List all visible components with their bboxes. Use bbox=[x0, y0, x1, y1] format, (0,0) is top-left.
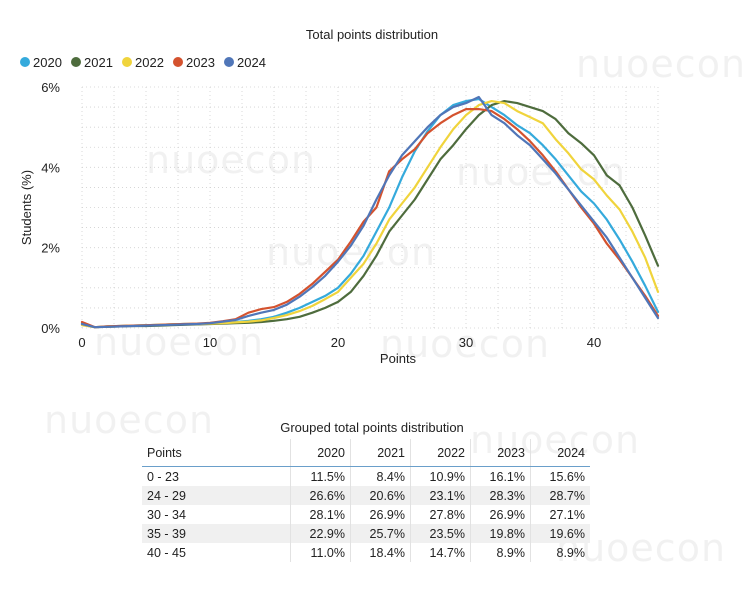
table-cell: 23.1% bbox=[410, 486, 471, 505]
x-tick-label: 30 bbox=[459, 335, 473, 350]
y-tick-label: 2% bbox=[41, 241, 60, 256]
column-header-2024: 2024 bbox=[530, 439, 590, 467]
table-cell: 18.4% bbox=[350, 543, 411, 562]
column-header-2022: 2022 bbox=[410, 439, 471, 467]
x-tick-label: 0 bbox=[78, 335, 85, 350]
legend-label: 2022 bbox=[135, 55, 164, 70]
table-cell: 14.7% bbox=[410, 543, 471, 562]
table-cell: 19.6% bbox=[549, 526, 585, 541]
legend-swatch bbox=[71, 57, 81, 67]
chart-canvas: Total points distribution 0% 2% 4% 6% 0 10 20 30… bbox=[19, 27, 660, 366]
x-tick-label: 40 bbox=[587, 335, 601, 350]
table-row: 30 - 34 28.1% 26.9% 27.8% 26.9% 27.1% bbox=[142, 505, 590, 524]
column-header-2021: 2021 bbox=[350, 439, 411, 467]
legend-swatch bbox=[173, 57, 183, 67]
line-chart: Total points distribution 0% 2% 4% 6% 0 10 20 30… bbox=[19, 27, 660, 366]
legend-swatch bbox=[224, 57, 234, 67]
column-header-2020: 2020 bbox=[290, 439, 351, 467]
y-tick-label: 4% bbox=[41, 160, 60, 175]
legend-label: 2020 bbox=[33, 55, 62, 70]
legend-label: 2023 bbox=[186, 55, 215, 70]
table-header-row: Points 2020 2021 2022 2023 2024 bbox=[142, 439, 590, 467]
table-cell: 11.0% bbox=[290, 543, 351, 562]
x-tick-label: 20 bbox=[331, 335, 345, 350]
table-cell: 10.9% bbox=[410, 466, 471, 486]
table-cell: 15.6% bbox=[549, 469, 585, 484]
table-row: 24 - 29 26.6% 20.6% 23.1% 28.3% 28.7% bbox=[142, 486, 590, 505]
table-cell: 24 - 29 bbox=[142, 486, 291, 505]
column-header-points: Points bbox=[142, 439, 291, 467]
series-line bbox=[80, 107, 660, 329]
legend-swatch bbox=[122, 57, 132, 67]
table-cell: 8.9% bbox=[470, 543, 531, 562]
y-tick-label: 0% bbox=[41, 321, 60, 336]
x-axis-label: Points bbox=[380, 351, 417, 366]
table-cell: 35 - 39 bbox=[142, 524, 291, 543]
table-cell: 26.9% bbox=[350, 505, 411, 524]
column-header-2023: 2023 bbox=[470, 439, 531, 467]
table-cell: 28.3% bbox=[470, 486, 531, 505]
table-cell: 28.1% bbox=[290, 505, 351, 524]
table-cell: 30 - 34 bbox=[142, 505, 291, 524]
series-line bbox=[80, 95, 660, 329]
table-cell: 25.7% bbox=[350, 524, 411, 543]
table-row: 0 - 23 11.5% 8.4% 10.9% 16.1% 15.6% bbox=[142, 466, 590, 486]
y-axis-label: Students (%) bbox=[19, 170, 34, 245]
chart-title: Total points distribution bbox=[306, 27, 438, 42]
table-cell: 19.8% bbox=[470, 524, 531, 543]
legend-label: 2024 bbox=[237, 55, 266, 70]
table-cell: 26.9% bbox=[470, 505, 531, 524]
table-cell: 23.5% bbox=[410, 524, 471, 543]
y-tick-label: 6% bbox=[41, 80, 60, 95]
table-cell: 20.6% bbox=[350, 486, 411, 505]
table-title: Grouped total points distribution bbox=[280, 420, 464, 435]
table-row: 40 - 45 11.0% 18.4% 14.7% 8.9% 8.9% bbox=[142, 543, 590, 562]
x-tick-label: 10 bbox=[203, 335, 217, 350]
table-cell: 40 - 45 bbox=[142, 543, 291, 562]
legend-swatch bbox=[20, 57, 30, 67]
table-cell: 0 - 23 bbox=[142, 466, 291, 486]
table-cell: 22.9% bbox=[290, 524, 351, 543]
table-cell: 16.1% bbox=[470, 466, 531, 486]
table-cell: 8.4% bbox=[350, 466, 411, 486]
table-row: 35 - 39 22.9% 25.7% 23.5% 19.8% 19.6% bbox=[142, 524, 590, 543]
table-cell: 8.9% bbox=[556, 545, 586, 560]
table-cell: 28.7% bbox=[549, 488, 585, 503]
grouped-distribution-table: Points 2020 2021 2022 2023 2024 0 - 23 1… bbox=[142, 439, 590, 562]
legend-label: 2021 bbox=[84, 55, 113, 70]
table-cell: 27.1% bbox=[549, 507, 585, 522]
table-cell: 26.6% bbox=[290, 486, 351, 505]
table-cell: 27.8% bbox=[410, 505, 471, 524]
table-cell: 11.5% bbox=[290, 466, 351, 486]
